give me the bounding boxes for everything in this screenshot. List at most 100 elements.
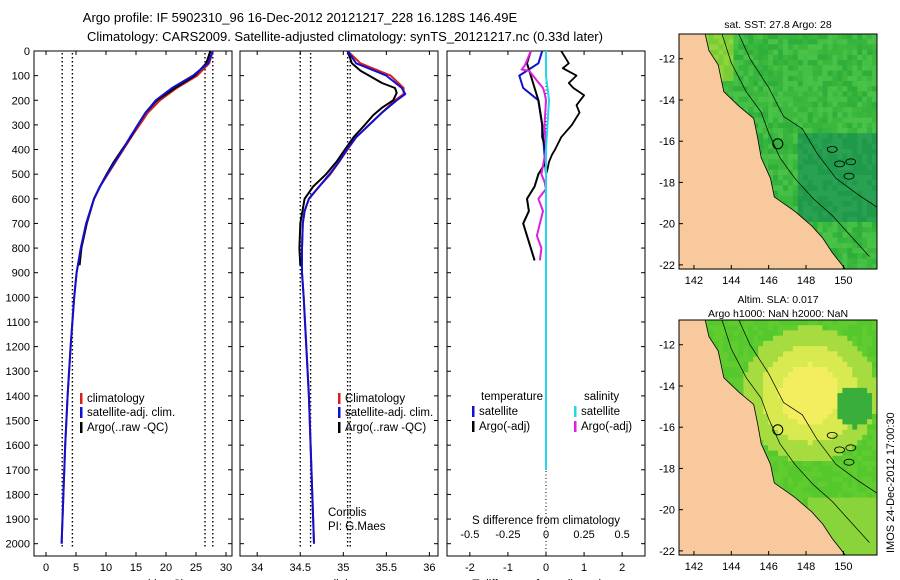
sea-cell — [778, 466, 784, 472]
sea-cell — [827, 201, 833, 207]
sea-cell — [703, 320, 710, 326]
sea-cell — [797, 367, 804, 373]
sea-cell — [822, 471, 828, 478]
sea-cell — [733, 91, 739, 98]
sea-cell — [827, 164, 833, 171]
sea-cell — [862, 419, 868, 425]
sea-cell — [802, 356, 809, 363]
sea-cell — [763, 440, 769, 446]
sea-cell — [857, 232, 863, 239]
sea-cell — [827, 497, 833, 504]
sea-cell — [817, 201, 824, 207]
sea-cell — [768, 128, 774, 134]
sea-cell — [797, 75, 804, 82]
sea-cell — [812, 320, 819, 326]
sea-cell — [787, 180, 794, 186]
sea-cell — [827, 471, 833, 478]
sea-cell — [768, 335, 774, 342]
sea-cell — [792, 75, 799, 82]
sea-cell — [758, 54, 764, 61]
sea-cell — [817, 325, 824, 331]
sea-cell — [867, 54, 873, 61]
sea-cell — [837, 248, 843, 254]
sea-cell — [822, 101, 828, 108]
sea-cell — [787, 403, 794, 410]
sea-cell — [807, 497, 814, 504]
sea-cell — [832, 398, 838, 405]
sea-cell — [867, 75, 873, 82]
sea-cell — [852, 471, 858, 478]
sea-cell — [792, 424, 799, 431]
sea-cell — [778, 169, 784, 176]
sea-cell — [872, 455, 878, 462]
y-tick-label: 300 — [12, 120, 30, 132]
sea-cell — [872, 237, 878, 244]
sea-cell — [758, 70, 764, 77]
sea-cell — [768, 440, 774, 446]
sea-cell — [842, 534, 848, 540]
sea-cell — [872, 523, 878, 530]
sea-cell — [758, 419, 764, 425]
x2-tick-label: -0.25 — [495, 529, 520, 541]
sea-cell — [827, 461, 833, 467]
sea-cell — [807, 466, 814, 472]
sea-cell — [807, 117, 814, 124]
sea-cell — [807, 393, 814, 399]
sea-cell — [827, 377, 833, 384]
sea-cell — [852, 112, 858, 119]
sea-cell — [847, 237, 853, 244]
sea-cell — [852, 398, 858, 405]
sea-cell — [867, 148, 873, 155]
sea-cell — [783, 70, 789, 77]
sea-cell — [753, 117, 759, 124]
sea-cell — [847, 169, 853, 176]
sea-cell — [723, 335, 729, 342]
sea-cell — [802, 128, 809, 134]
sea-cell — [792, 335, 799, 342]
sea-cell — [822, 455, 828, 462]
sea-cell — [718, 356, 725, 363]
sea-cell — [817, 206, 824, 213]
sea-cell — [773, 455, 779, 462]
sea-cell — [718, 49, 725, 56]
sea-cell — [852, 253, 858, 260]
sea-cell — [832, 330, 838, 337]
sea-cell — [872, 39, 878, 45]
sea-cell — [867, 175, 873, 181]
sea-cell — [797, 206, 804, 213]
sea-cell — [787, 190, 794, 197]
sea-cell — [773, 143, 779, 150]
sea-cell — [862, 112, 868, 119]
sea-cell — [787, 86, 794, 92]
sea-cell — [862, 117, 868, 124]
sea-cell — [847, 101, 853, 108]
sea-cell — [872, 544, 878, 551]
sea-cell — [807, 346, 814, 352]
sea-cell — [787, 445, 794, 452]
sea-cell — [807, 86, 814, 92]
sea-cell — [713, 39, 720, 45]
sea-cell — [867, 180, 873, 186]
sea-cell — [797, 154, 804, 160]
sea-cell — [758, 107, 764, 113]
sea-cell — [787, 112, 794, 119]
sea-cell — [837, 377, 843, 384]
sea-cell — [827, 117, 833, 124]
sea-cell — [857, 424, 863, 431]
y-tick-label: 1300 — [6, 366, 30, 378]
sea-cell — [837, 398, 843, 405]
sea-cell — [753, 335, 759, 342]
sea-cell — [862, 201, 868, 207]
sea-cell — [812, 466, 819, 472]
sea-cell — [867, 242, 873, 249]
sea-cell — [857, 481, 863, 488]
sea-cell — [807, 75, 814, 82]
sla-map-title: Altim. SLA: 0.017 — [737, 294, 818, 306]
sea-cell — [857, 175, 863, 181]
sea-cell — [862, 222, 868, 228]
sea-cell — [733, 372, 739, 378]
sea-cell — [867, 361, 873, 368]
sea-cell — [852, 403, 858, 410]
sea-cell — [847, 164, 853, 171]
sea-cell — [832, 528, 838, 535]
